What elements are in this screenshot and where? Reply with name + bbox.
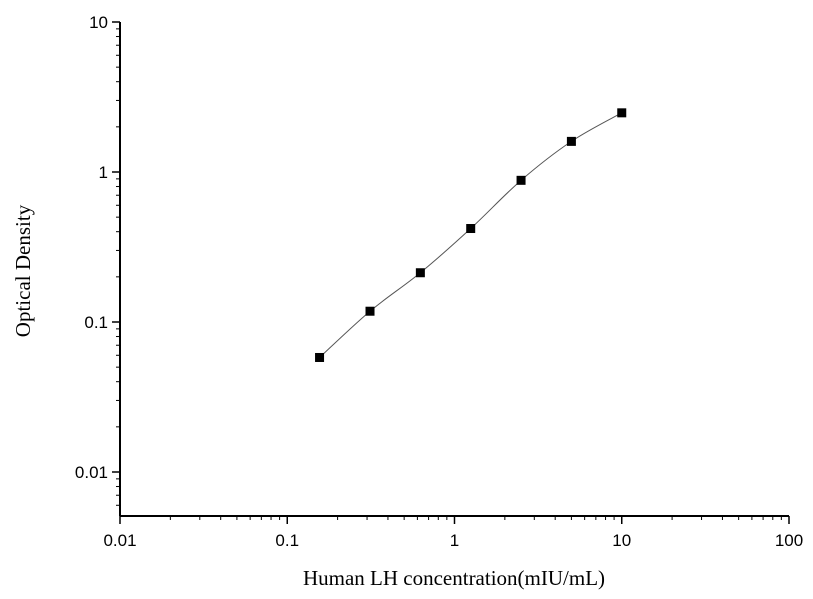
- axes: [119, 22, 789, 517]
- ticks: 0.01 0.1 1 10 100 0.01 0.1 1 10: [75, 13, 803, 550]
- data-point: [466, 224, 476, 234]
- x-axis-label: Human LH concentration(mIU/mL): [303, 566, 605, 590]
- y-tick-label: 10: [89, 13, 108, 32]
- x-tick-label: 0.1: [275, 531, 299, 550]
- data-point: [516, 175, 526, 185]
- data-points: [315, 108, 627, 362]
- x-tick-label: 100: [775, 531, 803, 550]
- data-point: [566, 136, 576, 146]
- x-tick-label: 10: [612, 531, 631, 550]
- y-tick-label: 0.1: [84, 313, 108, 332]
- y-tick-label: 0.01: [75, 463, 108, 482]
- data-point: [415, 268, 425, 278]
- x-tick-label: 1: [450, 531, 459, 550]
- fit-curve: [319, 112, 622, 358]
- y-tick-label: 1: [99, 163, 108, 182]
- data-point: [315, 352, 325, 362]
- x-tick-label: 0.01: [103, 531, 136, 550]
- data-point: [365, 306, 375, 316]
- y-axis-label: Optical Density: [11, 204, 35, 337]
- data-point: [617, 108, 627, 118]
